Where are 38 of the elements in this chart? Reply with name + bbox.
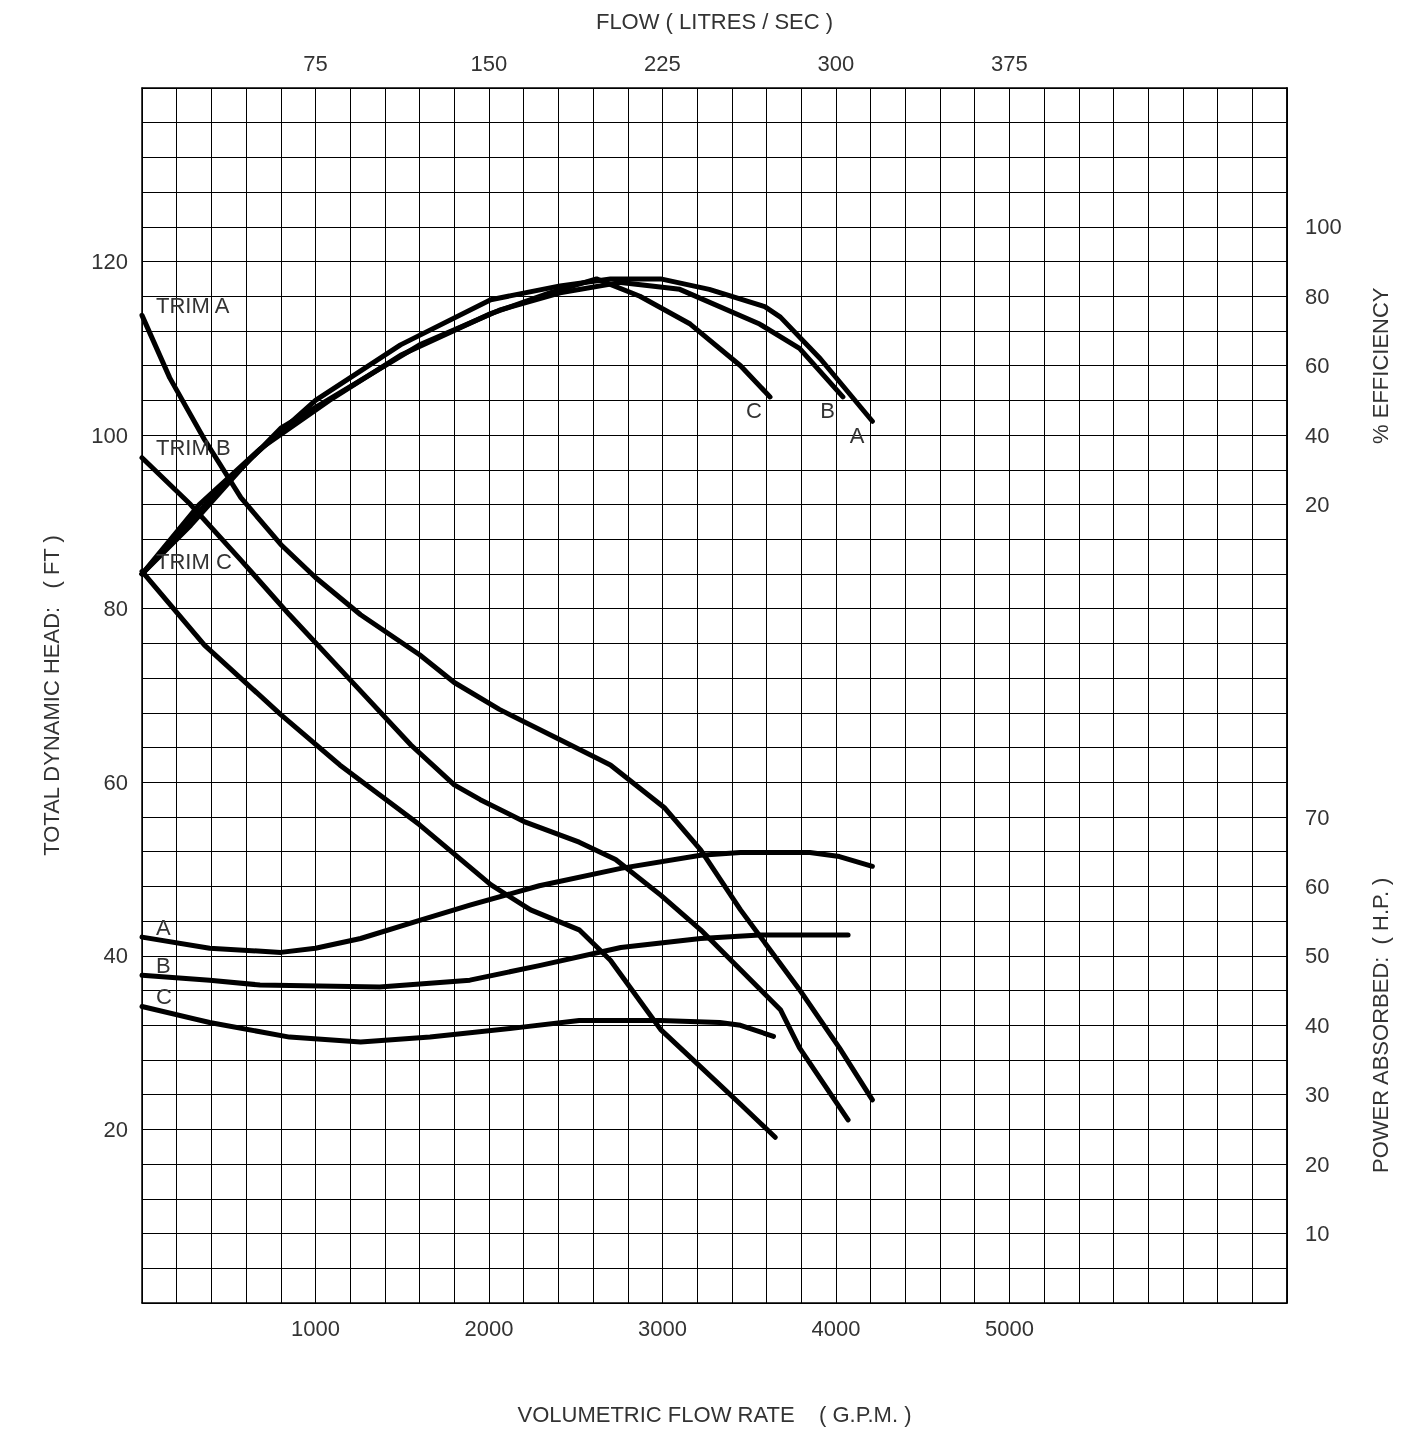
x2-tick-label: 375 [991, 50, 1028, 76]
y3-tick-label: 10 [1305, 1221, 1330, 1247]
x-tick-label: 3000 [637, 1315, 687, 1341]
y2-tick-label: 100 [1305, 214, 1342, 240]
y3-axis-title: POWER ABSORBED: ( H.P. ) [1367, 877, 1393, 1173]
y3-tick-label: 20 [1305, 1151, 1330, 1177]
y-tick-label: 80 [103, 596, 128, 622]
x2-tick-label: 75 [303, 50, 328, 76]
y2-axis-title: % EFFICIENCY [1367, 287, 1393, 444]
x-axis-title: VOLUMETRIC FLOW RATE ( G.P.M. ) [517, 1401, 912, 1427]
y3-tick-label: 40 [1305, 1012, 1330, 1038]
x2-tick-label: 225 [644, 50, 681, 76]
y3-tick-label: 70 [1305, 804, 1330, 830]
annotation: C [746, 398, 763, 424]
x-tick-label: 4000 [811, 1315, 861, 1341]
x2-axis-title: FLOW ( LITRES / SEC ) [595, 8, 834, 34]
y2-tick-label: 40 [1305, 422, 1330, 448]
y3-tick-label: 50 [1305, 943, 1330, 969]
annotation: C [156, 984, 172, 1010]
x2-tick-label: 150 [470, 50, 508, 76]
x-tick-label: 1000 [291, 1315, 340, 1341]
x2-tick-label: 300 [817, 50, 855, 76]
annotation: B [820, 398, 835, 424]
x-tick-label: 2000 [464, 1315, 514, 1341]
annotation: B [156, 952, 171, 978]
y3-tick-label: 30 [1305, 1082, 1330, 1108]
y-tick-label: 20 [103, 1116, 128, 1142]
x-tick-label: 5000 [984, 1315, 1034, 1341]
y2-tick-label: 20 [1305, 492, 1330, 518]
annotation: A [156, 914, 171, 940]
y-axis-title: TOTAL DYNAMIC HEAD: ( FT ) [38, 535, 64, 856]
y2-tick-label: 80 [1305, 283, 1330, 309]
y2-tick-label: 60 [1305, 353, 1330, 379]
y-tick-label: 40 [103, 943, 128, 969]
y-tick-label: 60 [103, 769, 128, 795]
y-tick-label: 120 [91, 249, 128, 275]
y3-tick-label: 60 [1305, 873, 1330, 899]
y-tick-label: 100 [91, 422, 128, 448]
